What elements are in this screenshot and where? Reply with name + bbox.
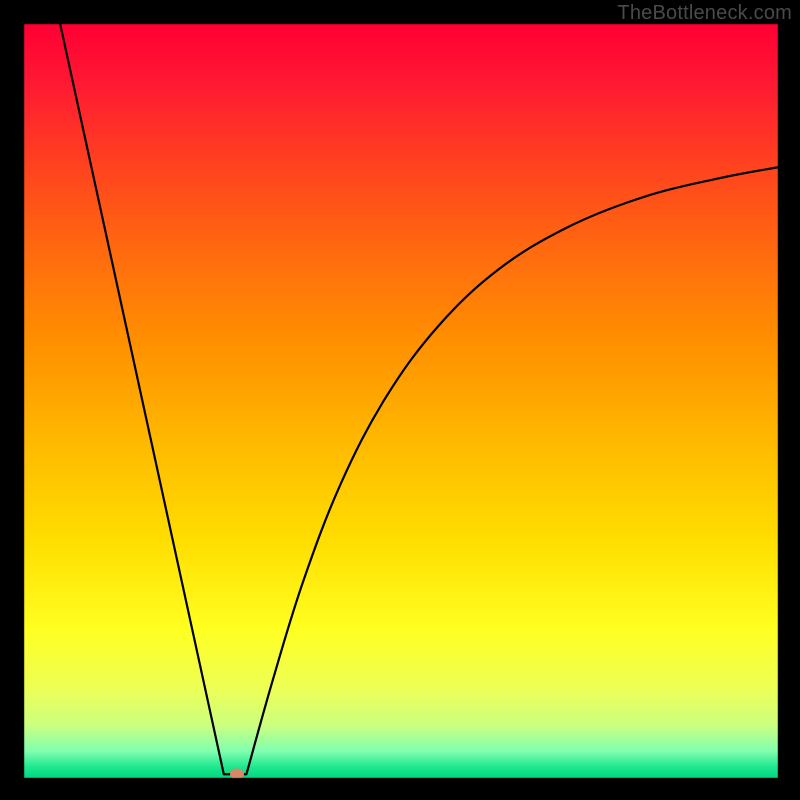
- attribution-label: TheBottleneck.com: [617, 2, 792, 25]
- bottleneck-chart: TheBottleneck.com: [0, 0, 800, 800]
- optimum-marker: [230, 769, 244, 780]
- gradient-background: [0, 0, 800, 800]
